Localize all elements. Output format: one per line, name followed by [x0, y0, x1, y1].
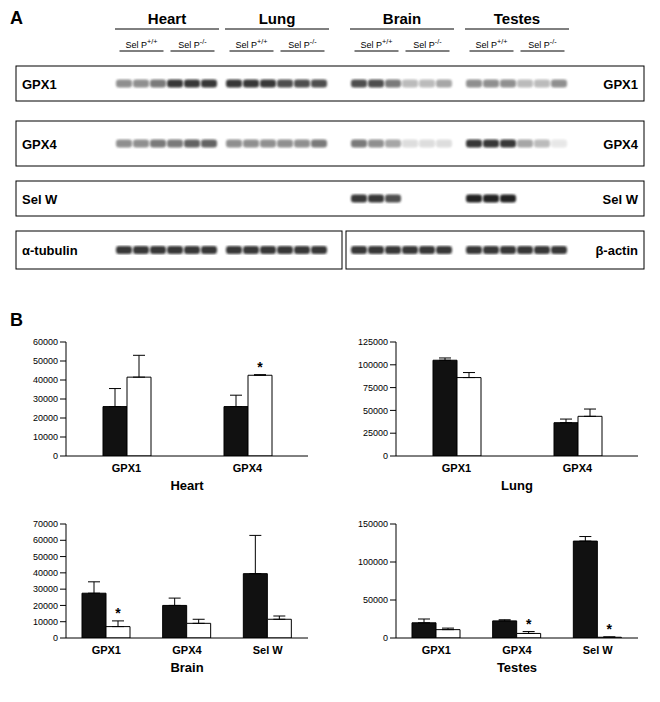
svg-text:Sel P-/-: Sel P-/-: [528, 37, 557, 50]
svg-text:GPX4: GPX4: [603, 137, 638, 152]
svg-text:GPX1: GPX1: [112, 462, 141, 474]
svg-text:20000: 20000: [33, 601, 58, 611]
svg-text:100000: 100000: [358, 557, 388, 567]
svg-text:β-actin: β-actin: [595, 243, 638, 258]
svg-text:Brain: Brain: [383, 10, 421, 27]
svg-text:GPX4: GPX4: [172, 644, 202, 656]
svg-text:40000: 40000: [33, 375, 58, 385]
svg-text:40000: 40000: [33, 568, 58, 578]
svg-text:0: 0: [53, 451, 58, 461]
svg-text:10000: 10000: [33, 617, 58, 627]
svg-text:GPX4: GPX4: [22, 137, 57, 152]
svg-text:GPX1: GPX1: [442, 462, 471, 474]
svg-text:*: *: [115, 605, 121, 621]
svg-text:Sel P-/-: Sel P-/-: [178, 37, 207, 50]
svg-text:Lung: Lung: [259, 10, 296, 27]
svg-text:GPX4: GPX4: [233, 462, 263, 474]
svg-text:30000: 30000: [33, 584, 58, 594]
svg-text:50000: 50000: [363, 406, 388, 416]
html-text:Lung: Lung: [501, 478, 533, 493]
svg-text:100000: 100000: [358, 360, 388, 370]
svg-text:75000: 75000: [363, 383, 388, 393]
svg-text:Sel P-/-: Sel P-/-: [288, 37, 317, 50]
svg-text:Sel P+/+: Sel P+/+: [236, 37, 268, 50]
svg-text:A: A: [10, 8, 23, 28]
html-text:Brain: Brain: [170, 660, 204, 675]
svg-text:50000: 50000: [363, 595, 388, 605]
svg-text:Sel W: Sel W: [583, 644, 614, 656]
svg-text:GPX1: GPX1: [422, 644, 451, 656]
svg-text:0: 0: [383, 451, 388, 461]
svg-text:GPX1: GPX1: [22, 77, 57, 92]
svg-text:50000: 50000: [33, 552, 58, 562]
html-text:Heart: Heart: [170, 478, 204, 493]
svg-text:Sel P+/+: Sel P+/+: [476, 37, 508, 50]
svg-text:Heart: Heart: [148, 10, 186, 27]
svg-text:30000: 30000: [33, 394, 58, 404]
svg-text:Sel W: Sel W: [22, 192, 58, 207]
svg-text:Sel P-/-: Sel P-/-: [413, 37, 442, 50]
svg-text:125000: 125000: [358, 337, 388, 347]
svg-text:*: *: [526, 616, 532, 632]
svg-text:Testes: Testes: [494, 10, 540, 27]
svg-text:GPX4: GPX4: [563, 462, 593, 474]
html-text:Testes: Testes: [496, 660, 538, 675]
svg-text:Sel P+/+: Sel P+/+: [361, 37, 393, 50]
svg-text:Sel W: Sel W: [253, 644, 284, 656]
svg-text:50000: 50000: [33, 356, 58, 366]
svg-text:*: *: [607, 621, 613, 637]
svg-text:0: 0: [383, 633, 388, 643]
svg-text:*: *: [257, 359, 263, 375]
svg-text:GPX1: GPX1: [92, 644, 121, 656]
svg-text:60000: 60000: [33, 535, 58, 545]
svg-text:0: 0: [53, 633, 58, 643]
svg-text:10000: 10000: [33, 432, 58, 442]
svg-text:GPX4: GPX4: [502, 644, 532, 656]
svg-text:Sel P+/+: Sel P+/+: [126, 37, 158, 50]
svg-text:20000: 20000: [33, 413, 58, 423]
html-text:B: B: [10, 310, 23, 330]
svg-text:Sel W: Sel W: [603, 192, 639, 207]
svg-text:25000: 25000: [363, 428, 388, 438]
svg-text:150000: 150000: [358, 519, 388, 529]
svg-text:70000: 70000: [33, 519, 58, 529]
svg-text:α-tubulin: α-tubulin: [22, 243, 78, 258]
svg-text:60000: 60000: [33, 337, 58, 347]
svg-text:GPX1: GPX1: [603, 77, 638, 92]
